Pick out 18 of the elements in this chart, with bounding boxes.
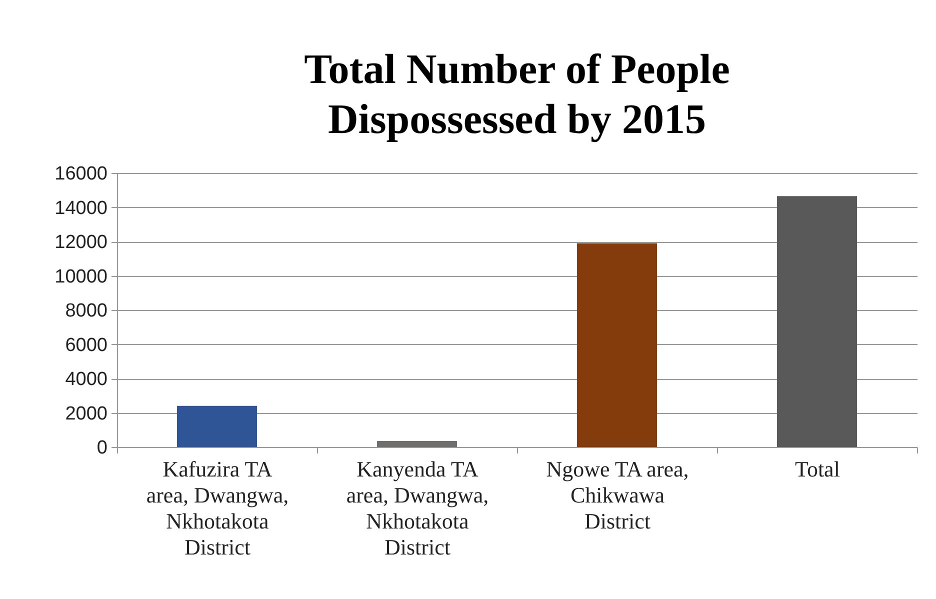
y-tick-label: 2000 — [65, 403, 108, 424]
x-tick-label: Ngowe TA area, Chikwawa District — [546, 456, 689, 534]
y-tick-label: 14000 — [54, 198, 108, 219]
y-tick-label: 10000 — [54, 266, 108, 288]
y-tick-label: 8000 — [65, 300, 108, 322]
x-tick-label: Total — [795, 456, 840, 482]
bar — [577, 243, 657, 447]
x-tick-label: Kafuzira TA area, Dwangwa, Nkhotakota District — [146, 456, 289, 560]
bar — [377, 441, 457, 447]
chart-title: Total Number of People Dispossessed by 2015 — [304, 47, 730, 143]
y-tick-label: 4000 — [65, 369, 108, 390]
y-tick-label: 0 — [96, 438, 108, 458]
y-tick-label: 6000 — [65, 334, 108, 356]
y-tick-label: 12000 — [54, 232, 108, 253]
y-tick-label: 16000 — [54, 164, 108, 184]
bar — [177, 406, 257, 447]
x-tick-label: Kanyenda TA area, Dwangwa, Nkhotakota District — [346, 456, 489, 560]
bar — [777, 196, 857, 447]
